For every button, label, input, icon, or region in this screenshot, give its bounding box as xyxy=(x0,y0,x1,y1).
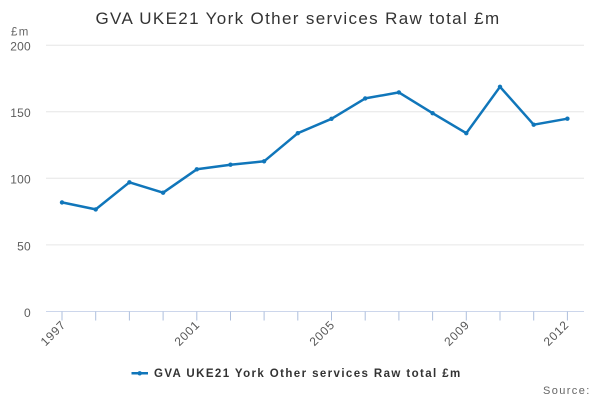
svg-text:0: 0 xyxy=(24,306,31,320)
svg-text:GVA UKE21 York Other services: GVA UKE21 York Other services Raw total … xyxy=(95,9,500,28)
svg-text:150: 150 xyxy=(10,106,31,120)
svg-text:50: 50 xyxy=(17,239,31,253)
svg-text:GVA UKE21 York Other services: GVA UKE21 York Other services Raw total … xyxy=(154,368,462,380)
svg-text:£m: £m xyxy=(11,27,30,39)
svg-text:Source:: Source: xyxy=(543,385,591,397)
svg-text:200: 200 xyxy=(10,40,31,54)
svg-text:100: 100 xyxy=(10,173,31,187)
